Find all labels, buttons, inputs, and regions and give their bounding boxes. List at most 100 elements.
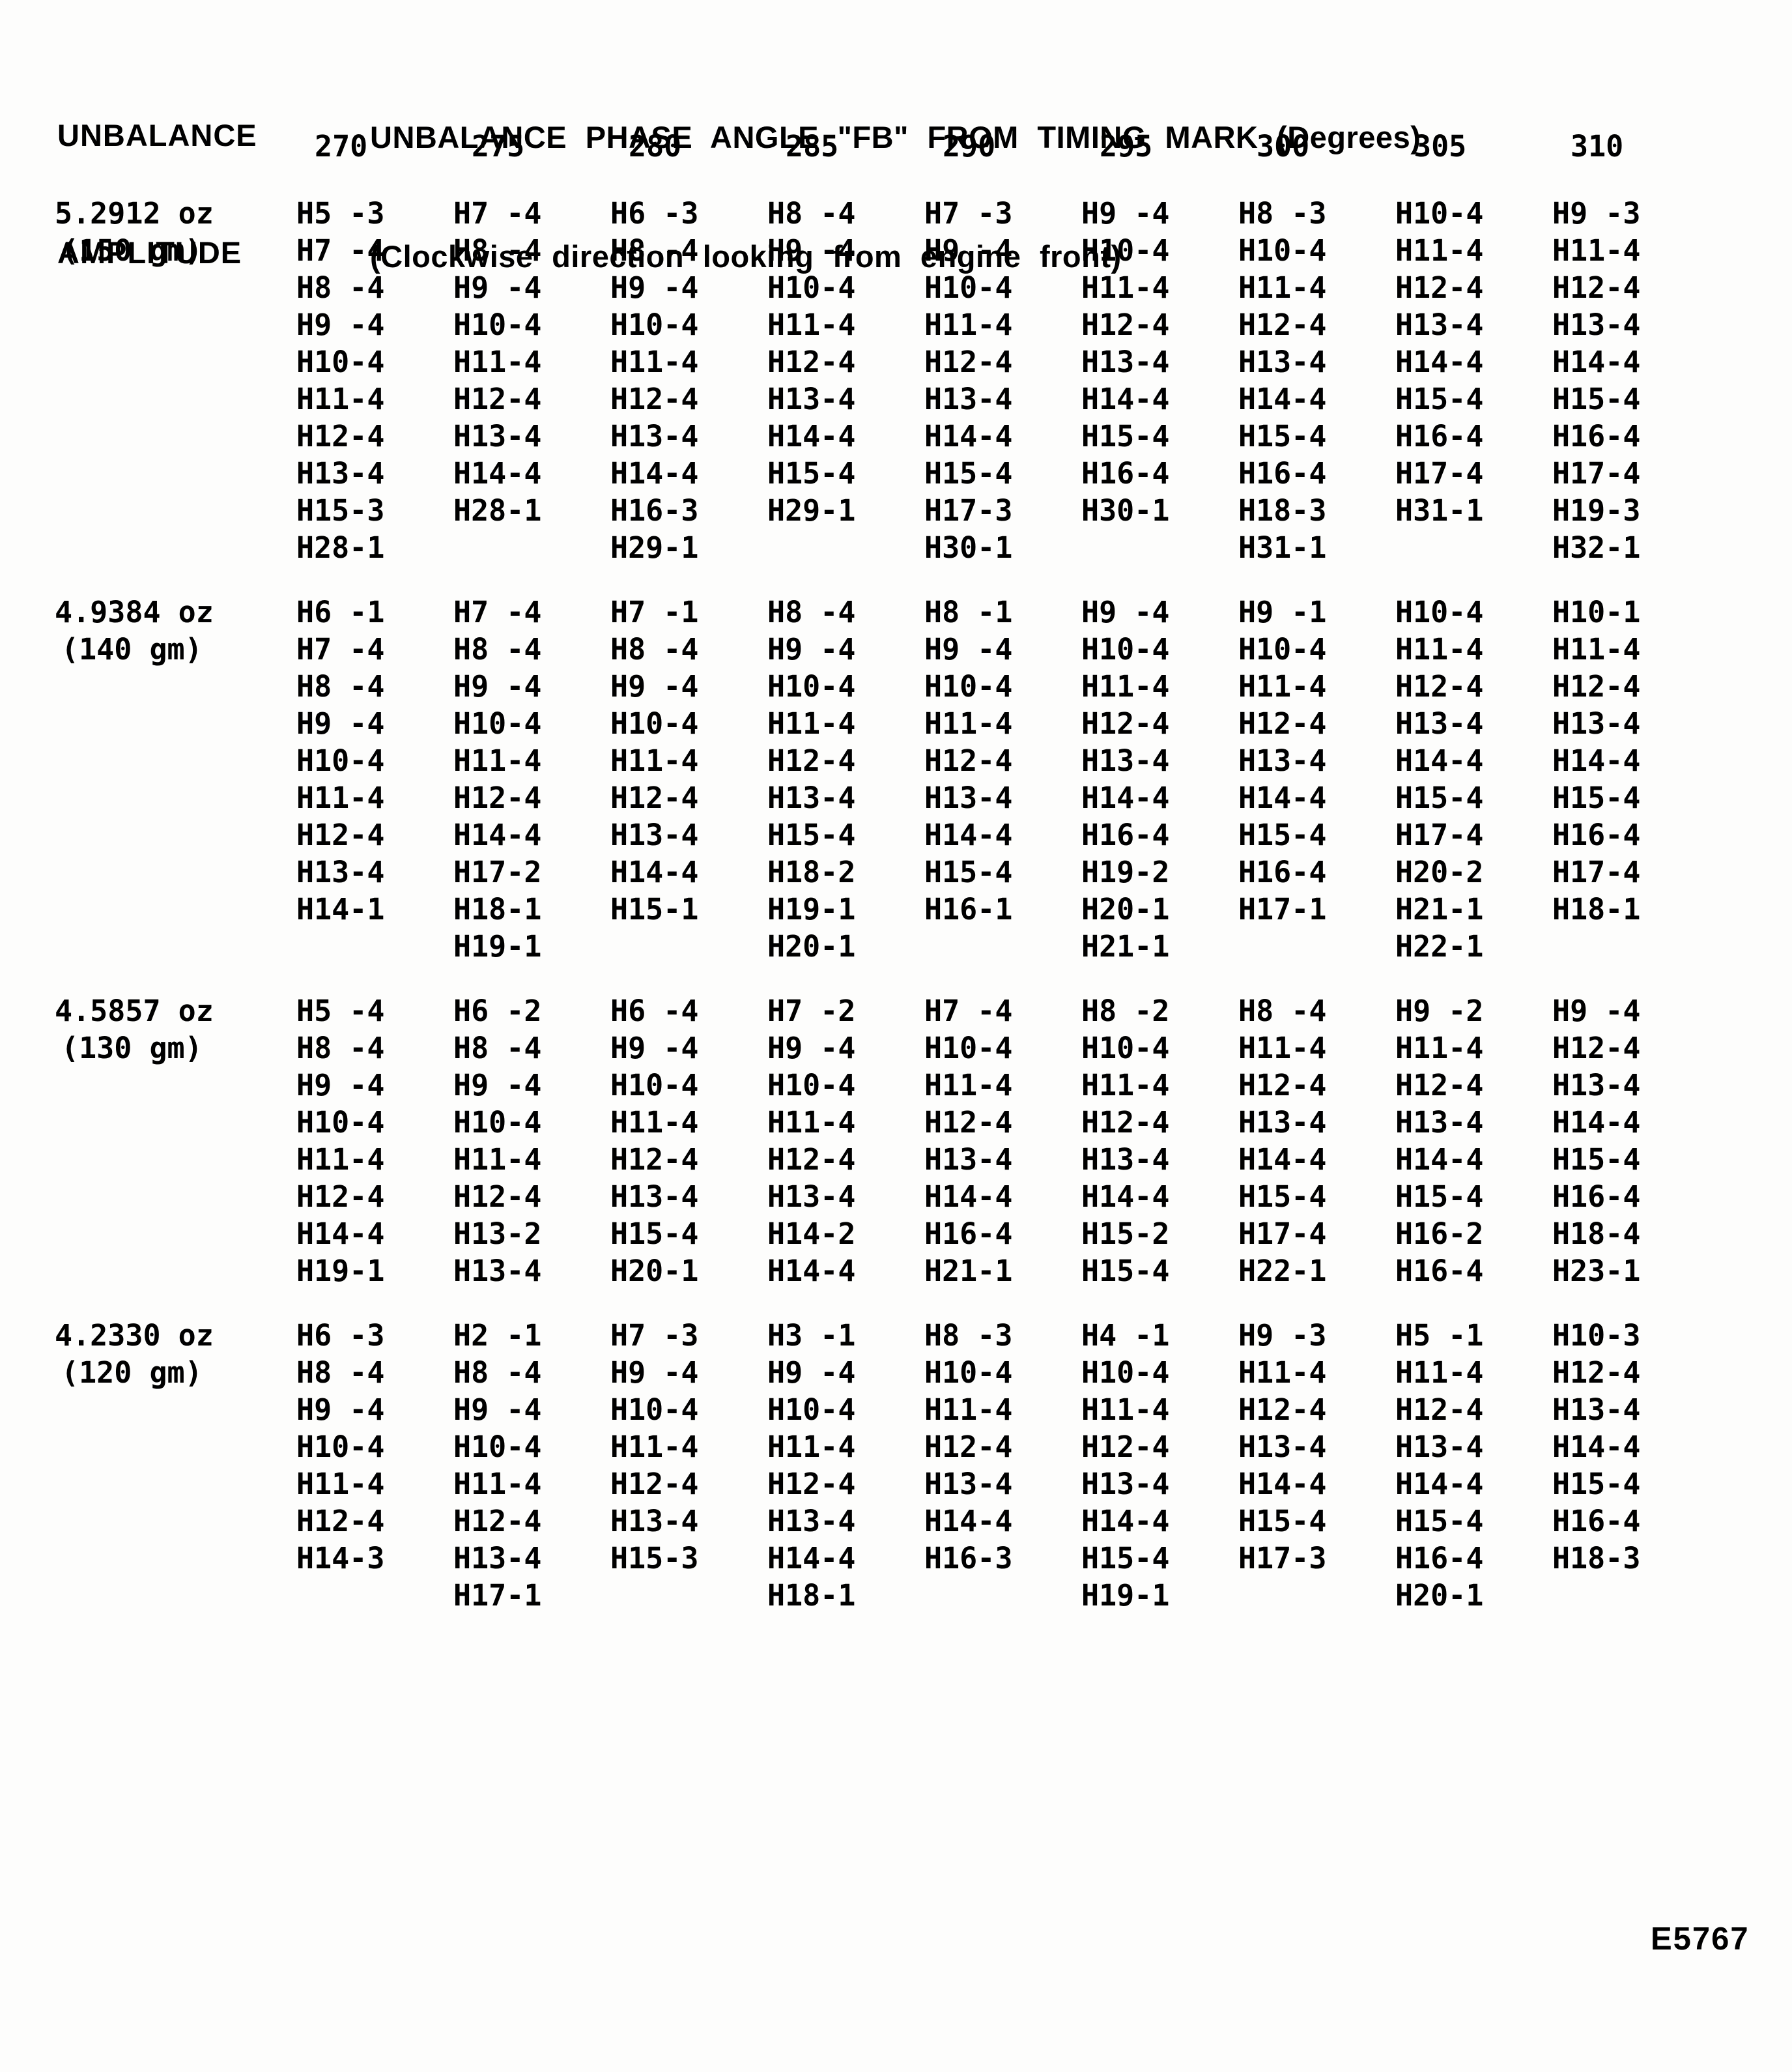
cell-value: H10-4 bbox=[767, 270, 856, 305]
cell-value: H15-3 bbox=[610, 1541, 699, 1576]
cell-value: H9 -4 bbox=[610, 270, 699, 305]
cell-value: H12-4 bbox=[296, 419, 385, 453]
cell-value: H13-4 bbox=[924, 1142, 1013, 1177]
cell-value: H19-1 bbox=[767, 892, 856, 927]
cell-value: H22-1 bbox=[1395, 929, 1484, 964]
cell-value: H14-4 bbox=[1552, 743, 1641, 778]
cell-value: H9 -4 bbox=[610, 669, 699, 704]
cell-value: H15-4 bbox=[1081, 1254, 1170, 1288]
cell-value: H8 -2 bbox=[1081, 994, 1170, 1028]
cell-value: H10-1 bbox=[1552, 595, 1641, 629]
cell-value: H10-4 bbox=[610, 1392, 699, 1427]
cell-value: H7 -3 bbox=[924, 196, 1013, 231]
cell-value: H11-4 bbox=[924, 308, 1013, 342]
cell-value: H16-2 bbox=[1395, 1216, 1484, 1251]
cell-value: H11-4 bbox=[924, 1068, 1013, 1102]
amplitude-label: 4.9384 oz (140 gm) bbox=[0, 594, 296, 965]
angle-column: H8 -4 H9 -4 H10-4 H11-4 H12-4 H13-4 H15-4 H18-2… bbox=[767, 594, 924, 965]
cell-value: H15-4 bbox=[1238, 818, 1327, 852]
amplitude-block: 4.5857 oz (130 gm) H5 -4 H8 -4 H9 -4 H10-4 H11… bbox=[0, 992, 1792, 1289]
angle-column: H9 -2 H11-4 H12-4 H13-4 H14-4 H15-4 H16-2 H16-4 bbox=[1395, 992, 1552, 1289]
amplitude-gm: (140 gm) bbox=[61, 632, 203, 667]
cell-value: H6 -2 bbox=[453, 994, 542, 1028]
cell-value: H11-4 bbox=[1395, 1031, 1484, 1065]
cell-value: H13-4 bbox=[767, 1179, 856, 1214]
cell-value: H10-4 bbox=[1081, 632, 1170, 667]
amplitude-label: 4.2330 oz (120 gm) bbox=[0, 1317, 296, 1614]
cell-value: H10-4 bbox=[296, 345, 385, 379]
cell-value: H11-4 bbox=[453, 1142, 542, 1177]
cell-value: H17-3 bbox=[1238, 1541, 1327, 1576]
cell-value: H12-4 bbox=[1238, 706, 1327, 741]
cell-value: H8 -4 bbox=[453, 1031, 542, 1065]
cell-value: H14-4 bbox=[1081, 1179, 1170, 1214]
cell-value: H16-4 bbox=[1238, 456, 1327, 491]
cell-value: H11-4 bbox=[610, 1105, 699, 1140]
amplitude-label: 5.2912 oz (150 gm) bbox=[0, 195, 296, 566]
cell-value: H14-4 bbox=[924, 1504, 1013, 1538]
cell-value: H12-4 bbox=[1552, 1031, 1641, 1065]
cell-value: H10-4 bbox=[1081, 233, 1170, 268]
cell-value: H12-4 bbox=[767, 743, 856, 778]
cell-value: H13-4 bbox=[610, 1179, 699, 1214]
cell-value: H6 -3 bbox=[296, 1318, 385, 1353]
angle-column: H6 -3 H8 -4 H9 -4 H10-4 H11-4 H12-4 H13-4 H14-4… bbox=[610, 195, 767, 566]
cell-value: H19-1 bbox=[453, 929, 542, 964]
phase-angle-title-line1: UNBALANCE PHASE ANGLE "FB" FROM TIMING M… bbox=[370, 120, 1421, 154]
cell-value: H15-4 bbox=[1552, 781, 1641, 815]
angle-column: H10-1 H11-4 H12-4 H13-4 H14-4 H15-4 H16-4 H17-4… bbox=[1552, 594, 1709, 965]
cell-value: H12-4 bbox=[610, 1467, 699, 1501]
angle-table: 270 275 280 285 290 295 300 305 310 5.2912 oz (150… bbox=[0, 128, 1792, 1614]
cell-value: H7 -4 bbox=[453, 196, 542, 231]
cell-value: H7 -3 bbox=[610, 1318, 699, 1353]
angle-column: H8 -4 H9 -4 H10-4 H11-4 H12-4 H13-4 H14-4 H15-4… bbox=[767, 195, 924, 566]
cell-value: H13-4 bbox=[1238, 1430, 1327, 1464]
cell-value: H15-4 bbox=[1395, 1179, 1484, 1214]
angle-column: H8 -3 H10-4 H11-4 H12-4 H13-4 H14-4 H15-4 H16-4… bbox=[1238, 195, 1395, 566]
cell-value: H16-1 bbox=[924, 892, 1013, 927]
cell-value: H9 -3 bbox=[1552, 196, 1641, 231]
cell-value: H11-4 bbox=[1081, 669, 1170, 704]
cell-value: H12-4 bbox=[296, 1179, 385, 1214]
cell-value: H3 -1 bbox=[767, 1318, 856, 1353]
angle-column: H6 -2 H8 -4 H9 -4 H10-4 H11-4 H12-4 H13-2 H13-4 bbox=[453, 992, 610, 1289]
cell-value: H12-4 bbox=[924, 345, 1013, 379]
cell-value: H12-4 bbox=[610, 1142, 699, 1177]
cell-value: H15-4 bbox=[1552, 1142, 1641, 1177]
cell-value: H7 -4 bbox=[296, 632, 385, 667]
cell-value: H15-4 bbox=[1395, 1504, 1484, 1538]
cell-value: H11-4 bbox=[1238, 669, 1327, 704]
cell-value: H13-4 bbox=[1081, 743, 1170, 778]
cell-value: H12-4 bbox=[1081, 706, 1170, 741]
cell-value: H15-4 bbox=[1552, 1467, 1641, 1501]
cell-value: H16-4 bbox=[1395, 1254, 1484, 1288]
cell-value: H17-1 bbox=[1238, 892, 1327, 927]
cell-value: H12-4 bbox=[1081, 308, 1170, 342]
cell-value: H9 -4 bbox=[296, 706, 385, 741]
cell-value: H29-1 bbox=[610, 530, 699, 565]
cell-value: H8 -4 bbox=[453, 632, 542, 667]
amplitude-gm: (130 gm) bbox=[61, 1031, 203, 1065]
cell-value: H14-4 bbox=[1081, 781, 1170, 815]
cell-value: H15-4 bbox=[924, 855, 1013, 889]
cell-value: H13-4 bbox=[610, 818, 699, 852]
cell-value: H10-4 bbox=[296, 1430, 385, 1464]
cell-value: H17-4 bbox=[1395, 818, 1484, 852]
cell-value: H14-4 bbox=[610, 456, 699, 491]
cell-value: H15-4 bbox=[1238, 419, 1327, 453]
cell-value: H10-3 bbox=[1552, 1318, 1641, 1353]
amplitude-title-line2: AMPLITUDE bbox=[57, 235, 242, 270]
angle-column: H7 -4 H10-4 H11-4 H12-4 H13-4 H14-4 H16-4 H21-1 bbox=[924, 992, 1081, 1289]
angle-column: H9 -4 H10-4 H11-4 H12-4 H13-4 H14-4 H15-4 H16-4… bbox=[1081, 195, 1238, 566]
cell-value: H14-4 bbox=[1238, 382, 1327, 416]
angle-column: H8 -2 H10-4 H11-4 H12-4 H13-4 H14-4 H15-2 H15-4 bbox=[1081, 992, 1238, 1289]
cell-value: H14-4 bbox=[1081, 382, 1170, 416]
cell-value: H9 -3 bbox=[1238, 1318, 1327, 1353]
amplitude-gm: (120 gm) bbox=[61, 1355, 203, 1390]
cell-value: H14-4 bbox=[1238, 1142, 1327, 1177]
cell-value: H10-4 bbox=[924, 669, 1013, 704]
cell-value: H31-1 bbox=[1395, 493, 1484, 528]
cell-value: H15-4 bbox=[1395, 382, 1484, 416]
angle-column: H10-3 H12-4 H13-4 H14-4 H15-4 H16-4 H18-3 bbox=[1552, 1317, 1709, 1614]
cell-value: H15-4 bbox=[1081, 1541, 1170, 1576]
